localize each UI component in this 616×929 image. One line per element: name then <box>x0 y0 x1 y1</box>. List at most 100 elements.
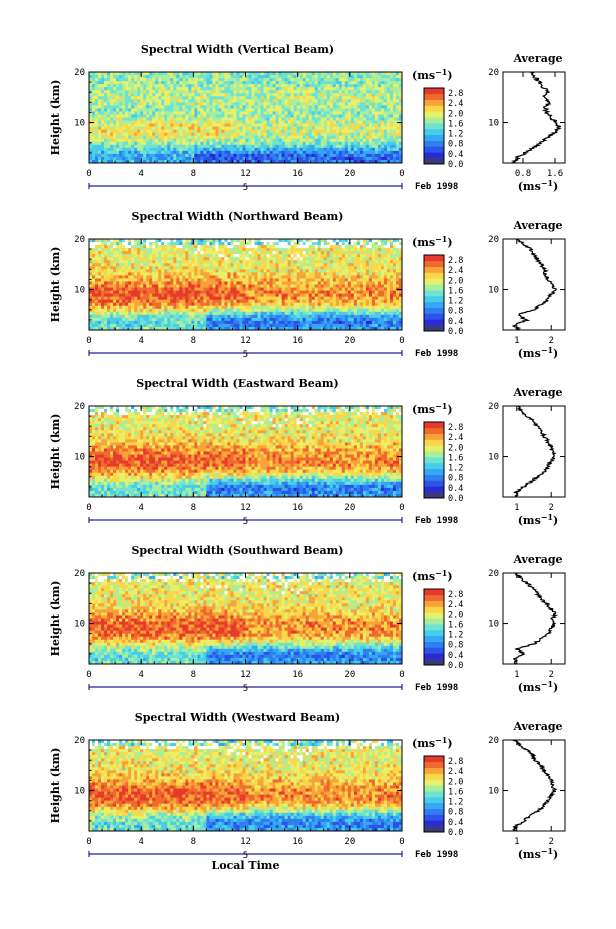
heatmap-cell <box>389 239 394 243</box>
heatmap-cell <box>233 239 237 243</box>
heatmap-cell <box>191 281 195 285</box>
heatmap-cell <box>167 281 171 285</box>
heatmap-cell <box>113 81 117 85</box>
heatmap-cell <box>368 263 373 267</box>
heatmap-cell <box>347 93 352 97</box>
heatmap-cell <box>362 123 367 127</box>
heatmap-cell <box>245 278 249 282</box>
heatmap-cell <box>332 257 337 261</box>
heatmap-cell <box>212 117 216 121</box>
heatmap-cell <box>284 153 289 158</box>
heatmap-cell <box>224 287 228 291</box>
heatmap-cell <box>191 132 195 137</box>
heatmap-cell <box>371 102 376 106</box>
heatmap-cell <box>215 117 219 121</box>
heatmap-cell <box>140 254 144 258</box>
heatmap-cell <box>206 284 210 288</box>
heatmap-cell <box>179 260 183 264</box>
heatmap-cell <box>215 242 219 246</box>
heatmap-cell <box>287 135 292 140</box>
heatmap-cell <box>140 248 144 252</box>
heatmap-cell <box>317 75 322 79</box>
heatmap-cell <box>392 117 397 121</box>
heatmap-cell <box>323 72 328 76</box>
heatmap-cell <box>263 287 267 291</box>
heatmap-cell <box>365 269 370 273</box>
heatmap-cell <box>182 248 186 252</box>
heatmap-cell <box>197 129 201 134</box>
heatmap-cell <box>131 275 135 279</box>
heatmap-cell <box>287 75 292 79</box>
heatmap-cell <box>173 248 177 252</box>
heatmap-cell <box>128 99 132 103</box>
heatmap-cell <box>269 281 273 285</box>
heatmap-cell <box>206 132 210 137</box>
heatmap-cell <box>95 105 99 109</box>
heatmap-cell <box>215 266 219 270</box>
heatmap-cell <box>392 120 397 124</box>
heatmap-cell <box>347 275 352 279</box>
heatmap-cell <box>134 150 138 155</box>
heatmap-cell <box>95 111 99 115</box>
heatmap-cell <box>275 102 280 106</box>
heatmap-cell <box>245 108 249 112</box>
heatmap-cell <box>371 156 376 161</box>
heatmap-cell <box>95 129 99 134</box>
heatmap-cell <box>266 153 270 158</box>
heatmap-cell <box>329 239 334 243</box>
heatmap-cell <box>290 278 295 282</box>
heatmap-cell <box>197 159 201 164</box>
heatmap-cell <box>188 81 192 85</box>
heatmap-cell <box>215 84 219 88</box>
colorbar-unit: (ms−1) <box>412 67 453 82</box>
heatmap-cell <box>143 272 147 276</box>
heatmap-cell <box>113 72 117 76</box>
heatmap-cell <box>146 117 150 121</box>
heatmap-cell <box>155 81 159 85</box>
heatmap-cell <box>188 141 192 146</box>
heatmap-cell <box>101 287 105 291</box>
heatmap-cell <box>344 78 349 82</box>
heatmap-cell <box>119 153 123 158</box>
heatmap-cell <box>242 245 246 249</box>
heatmap-cell <box>140 281 144 285</box>
heatmap-cell <box>311 90 316 94</box>
heatmap-cell <box>248 93 252 97</box>
heatmap-cell <box>140 114 144 118</box>
heatmap-cell <box>182 251 186 255</box>
heatmap-cell <box>359 260 364 264</box>
heatmap-cell <box>227 90 231 94</box>
heatmap-cell <box>320 275 325 279</box>
heatmap-cell <box>272 266 276 270</box>
heatmap-cell <box>122 239 126 243</box>
heatmap-cell <box>359 153 364 158</box>
heatmap-cell <box>332 96 337 100</box>
heatmap-cell <box>170 132 174 137</box>
heatmap-cell <box>383 239 388 243</box>
heatmap-cell <box>107 150 111 155</box>
heatmap-cell <box>371 90 376 94</box>
heatmap-cell <box>128 239 132 243</box>
heatmap-cell <box>338 269 343 273</box>
heatmap-cell <box>305 123 310 127</box>
heatmap-cell <box>176 129 180 134</box>
heatmap-cell <box>152 284 156 288</box>
heatmap-cell <box>182 93 186 97</box>
heatmap-cell <box>341 153 346 158</box>
heatmap-cell <box>158 266 162 270</box>
heatmap-cell <box>398 102 403 106</box>
heatmap-cell <box>395 144 400 149</box>
heatmap-cell <box>380 266 385 270</box>
heatmap-cell <box>110 272 114 276</box>
heatmap-cell <box>173 147 177 152</box>
heatmap-cell <box>260 245 264 249</box>
heatmap-cell <box>173 108 177 112</box>
heatmap-cell <box>200 254 204 258</box>
heatmap-cell <box>320 284 325 288</box>
heatmap-cell <box>227 108 231 112</box>
heatmap-cell <box>266 263 270 267</box>
heatmap-cell <box>221 284 225 288</box>
heatmap-cell <box>299 135 304 140</box>
heatmap-cell <box>158 84 162 88</box>
heatmap-cell <box>122 123 126 127</box>
